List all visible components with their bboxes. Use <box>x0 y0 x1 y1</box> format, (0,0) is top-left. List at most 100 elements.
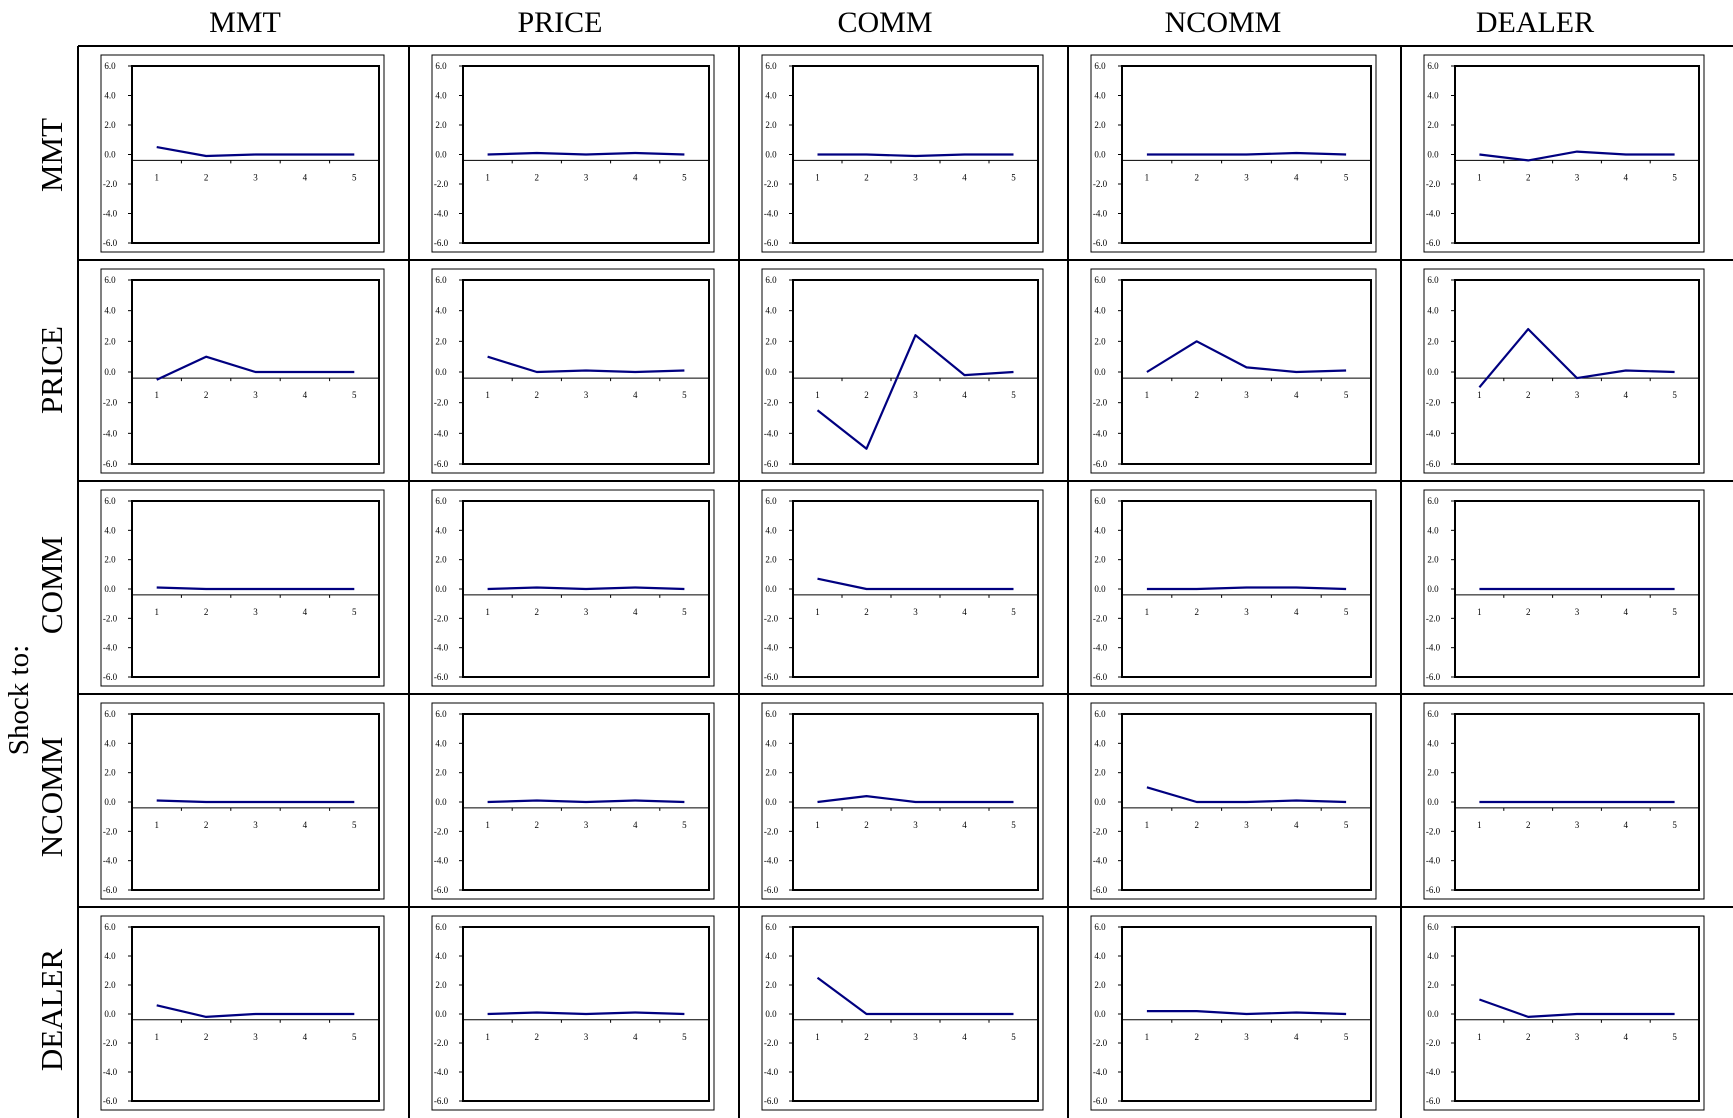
x-tick-label: 3 <box>1575 390 1580 400</box>
x-tick-label: 4 <box>633 172 638 182</box>
response-line <box>156 1004 355 1019</box>
y-tick-label: 0.0 <box>765 1009 777 1019</box>
y-tick-label: -2.0 <box>434 826 449 836</box>
panel-price-price: 6.0 4.0 2.0 0.0 -2.0 -4.0 -6.0 1 2 3 4 5 <box>431 268 715 474</box>
y-tick-label: -6.0 <box>434 459 449 469</box>
y-tick-label: 6.0 <box>1094 709 1106 719</box>
x-tick-label: 5 <box>1344 172 1349 182</box>
x-tick-label: 1 <box>1145 390 1150 400</box>
chart-frame <box>431 54 715 253</box>
y-tick-label: 0.0 <box>1427 584 1439 594</box>
y-tick-label: -2.0 <box>764 1038 779 1048</box>
y-tick-label: -6.0 <box>1426 1096 1441 1106</box>
y-tick-label: 2.0 <box>1094 768 1106 778</box>
chart-frame <box>1423 702 1705 900</box>
x-tick-label: 3 <box>1575 172 1580 182</box>
y-tick-label: 4.0 <box>765 525 777 535</box>
x-tick-label: 4 <box>1294 820 1299 830</box>
x-tick-label: 2 <box>535 820 540 830</box>
y-tick-label: 2.0 <box>1427 336 1439 346</box>
row-header-comm: COMM <box>34 536 69 634</box>
y-tick-label: -2.0 <box>1426 398 1441 408</box>
x-tick-label: 4 <box>633 1032 638 1042</box>
x-tick-label: 2 <box>204 172 209 182</box>
x-tick-label: 4 <box>1624 172 1629 182</box>
panel-ncomm-ncomm: 6.0 4.0 2.0 0.0 -2.0 -4.0 -6.0 1 2 3 4 5 <box>1090 702 1377 900</box>
x-tick-label: 4 <box>303 607 308 617</box>
x-tick-label: 1 <box>154 172 159 182</box>
x-tick-label: 4 <box>303 820 308 830</box>
x-tick-label: 1 <box>815 172 820 182</box>
x-tick-label: 4 <box>962 390 967 400</box>
response-line <box>817 153 1014 158</box>
y-tick-label: -4.0 <box>1093 643 1108 653</box>
x-tick-label: 4 <box>633 820 638 830</box>
chart-frame <box>1423 915 1705 1111</box>
x-tick-label: 2 <box>864 172 869 182</box>
chart-frame <box>761 268 1044 474</box>
y-tick-label: 4.0 <box>104 525 116 535</box>
y-tick-label: -2.0 <box>1426 613 1441 623</box>
column-header-ncomm: NCOMM <box>1165 6 1282 39</box>
y-tick-label: 6.0 <box>435 709 447 719</box>
y-tick-label: 2.0 <box>104 768 116 778</box>
x-tick-label: 1 <box>1145 172 1150 182</box>
y-tick-label: -2.0 <box>1426 826 1441 836</box>
y-tick-label: 6.0 <box>1094 275 1106 285</box>
y-tick-label: 2.0 <box>1094 336 1106 346</box>
y-tick-label: -2.0 <box>103 1038 118 1048</box>
y-tick-label: 6.0 <box>104 275 116 285</box>
x-tick-label: 5 <box>1672 607 1677 617</box>
y-tick-label: -2.0 <box>1093 179 1108 189</box>
x-tick-label: 1 <box>1477 1032 1482 1042</box>
chart-frame <box>431 489 715 687</box>
y-tick-label: 2.0 <box>1427 555 1439 565</box>
chart-frame <box>1090 54 1377 253</box>
y-tick-label: -4.0 <box>1426 1067 1441 1077</box>
x-tick-label: 5 <box>1672 820 1677 830</box>
y-tick-label: -4.0 <box>764 1067 779 1077</box>
y-tick-label: 4.0 <box>1094 525 1106 535</box>
x-tick-label: 4 <box>633 607 638 617</box>
y-tick-label: 0.0 <box>1427 367 1439 377</box>
x-tick-label: 4 <box>1624 1032 1629 1042</box>
panel-comm-dealer: 6.0 4.0 2.0 0.0 -2.0 -4.0 -6.0 1 2 3 4 5 <box>1423 489 1705 687</box>
y-tick-label: 4.0 <box>104 91 116 101</box>
x-tick-label: 3 <box>253 390 258 400</box>
y-tick-label: 4.0 <box>765 951 777 961</box>
panel-price-comm: 6.0 4.0 2.0 0.0 -2.0 -4.0 -6.0 1 2 3 4 5 <box>761 268 1044 474</box>
panel-mmt-comm: 6.0 4.0 2.0 0.0 -2.0 -4.0 -6.0 1 2 3 4 5 <box>761 54 1044 253</box>
y-tick-label: -2.0 <box>434 398 449 408</box>
y-tick-label: 4.0 <box>435 525 447 535</box>
x-tick-label: 2 <box>535 1032 540 1042</box>
y-tick-label: 4.0 <box>1427 306 1439 316</box>
x-tick-label: 4 <box>1294 1032 1299 1042</box>
x-tick-label: 3 <box>1244 607 1249 617</box>
x-tick-label: 3 <box>913 607 918 617</box>
x-tick-label: 2 <box>204 1032 209 1042</box>
x-tick-label: 2 <box>1526 607 1531 617</box>
y-tick-label: 6.0 <box>435 496 447 506</box>
x-tick-label: 5 <box>352 607 357 617</box>
x-tick-label: 3 <box>584 1032 589 1042</box>
y-tick-label: 2.0 <box>765 555 777 565</box>
y-tick-label: 0.0 <box>435 150 447 160</box>
y-tick-label: 6.0 <box>104 922 116 932</box>
panel-ncomm-comm: 6.0 4.0 2.0 0.0 -2.0 -4.0 -6.0 1 2 3 4 5 <box>761 702 1044 900</box>
y-tick-label: -6.0 <box>764 238 779 248</box>
y-tick-label: 6.0 <box>765 275 777 285</box>
y-tick-label: -4.0 <box>103 643 118 653</box>
y-tick-label: -4.0 <box>434 1067 449 1077</box>
x-tick-label: 2 <box>535 607 540 617</box>
y-tick-label: -6.0 <box>1426 459 1441 469</box>
plot-area <box>1121 279 1372 465</box>
y-tick-label: 4.0 <box>435 91 447 101</box>
x-tick-label: 1 <box>154 1032 159 1042</box>
y-tick-label: 6.0 <box>104 61 116 71</box>
y-tick-label: -6.0 <box>434 672 449 682</box>
response-line <box>487 151 685 156</box>
y-tick-label: 2.0 <box>435 336 447 346</box>
y-tick-label: -6.0 <box>103 885 118 895</box>
response-line <box>487 586 685 591</box>
x-tick-label: 4 <box>633 390 638 400</box>
